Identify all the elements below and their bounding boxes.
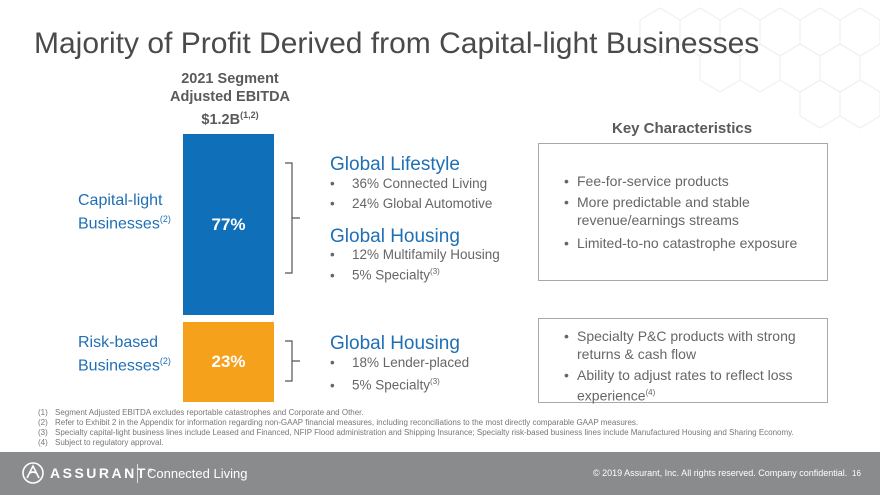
global-housing-capital-light-title: Global Housing bbox=[330, 226, 460, 247]
footnote-2-num: (2) bbox=[38, 418, 48, 427]
risk-based-label-ref: (2) bbox=[159, 356, 171, 366]
bullet-specialty-risk-based-text: 5% Specialty bbox=[352, 377, 431, 393]
bullet-multifamily-housing: • 12% Multifamily Housing bbox=[330, 247, 500, 262]
bullet-lender-placed: • 18% Lender-placed bbox=[330, 355, 470, 370]
risk-based-label-line1: Risk-based bbox=[78, 334, 159, 351]
footnote-3: (3) Specialty capital-light business line… bbox=[38, 428, 794, 438]
footnote-4-text: Subject to regulatory approval. bbox=[55, 438, 164, 447]
brand-registered-mark: ® bbox=[147, 468, 153, 475]
footnote-3-num: (3) bbox=[38, 428, 48, 437]
kc-specialty-pc-text: Specialty P&C products with strong retur… bbox=[577, 328, 796, 362]
capital-light-bracket bbox=[285, 162, 300, 274]
footnote-2: (2) Refer to Exhibit 2 in the Appendix fo… bbox=[38, 418, 794, 428]
risk-based-characteristics-box bbox=[538, 318, 828, 403]
global-housing-risk-based-title: Global Housing bbox=[330, 333, 460, 354]
key-characteristics-title: Key Characteristics bbox=[612, 120, 753, 137]
capital-light-characteristics-box bbox=[538, 143, 828, 281]
bullet-lender-placed-text: 18% Lender-placed bbox=[352, 355, 470, 370]
capital-light-label-ref: (2) bbox=[159, 214, 171, 224]
segment-header-line2: Adjusted EBITDA bbox=[169, 89, 291, 105]
bullet-specialty-capital-light-text: 5% Specialty bbox=[352, 267, 431, 283]
capital-light-percent: 77% bbox=[211, 214, 246, 234]
kc-adjust-rates-wrap: Ability to adjust rates to reflect loss … bbox=[565, 366, 815, 405]
kc-adjust-rates-text: Ability to adjust rates to reflect loss … bbox=[577, 367, 793, 404]
capital-light-label-line2: Businesses bbox=[78, 215, 160, 233]
risk-based-label: Risk-based Businesses(2) bbox=[78, 333, 171, 375]
kc-limited-catastrophe-text: Limited-to-no catastrophe exposure bbox=[577, 235, 798, 251]
bullet-specialty-risk-based: • 5% Specialty(3) bbox=[330, 377, 440, 393]
footer-product-name: Connected Living bbox=[147, 466, 248, 481]
bullet-specialty-capital-light-ref: (3) bbox=[430, 267, 440, 276]
footnote-4-num: (4) bbox=[38, 438, 48, 447]
footnote-4: (4) Subject to regulatory approval. bbox=[38, 438, 794, 448]
risk-based-label-line2: Businesses bbox=[78, 357, 160, 375]
bullet-global-automotive: • 24% Global Automotive bbox=[330, 196, 493, 211]
brand-name: ASSURANT® bbox=[50, 465, 152, 481]
risk-based-bracket bbox=[285, 340, 300, 382]
capital-light-label: Capital-light Businesses(2) bbox=[78, 191, 171, 233]
segment-header-amount: $1.2B bbox=[201, 111, 241, 128]
kc-predictable-streams-text: More predictable and stable revenue/earn… bbox=[577, 194, 750, 228]
page-title: Majority of Profit Derived from Capital-… bbox=[34, 27, 760, 60]
brand-name-text: ASSURANT bbox=[50, 465, 148, 481]
page-number: 16 bbox=[852, 469, 861, 478]
footer-bar: ASSURANT® Connected Living © 2019 Assura… bbox=[0, 452, 880, 495]
footer-copyright: © 2019 Assurant, Inc. All rights reserve… bbox=[593, 468, 848, 478]
hexagon-network-decoration bbox=[639, 7, 880, 129]
bullet-connected-living: • 36% Connected Living bbox=[330, 176, 488, 191]
bullet-multifamily-housing-text: 12% Multifamily Housing bbox=[352, 247, 500, 262]
kc-predictable-streams: • More predictable and stable revenue/ear… bbox=[564, 193, 780, 229]
kc-adjust-rates-ref: (4) bbox=[645, 388, 656, 397]
bullet-global-automotive-text: 24% Global Automotive bbox=[352, 196, 493, 211]
assurant-logo-icon bbox=[22, 462, 44, 484]
capital-light-bar: 77% bbox=[183, 134, 274, 315]
risk-based-bar: 23% bbox=[183, 322, 274, 402]
kc-fee-for-service: • Fee-for-service products bbox=[564, 172, 805, 190]
kc-fee-for-service-text: Fee-for-service products bbox=[577, 173, 729, 189]
footnote-3-text: Specialty capital-light business lines i… bbox=[55, 428, 794, 437]
segment-header-line1: 2021 Segment bbox=[181, 71, 279, 87]
footer-divider bbox=[137, 464, 138, 483]
global-lifestyle-title: Global Lifestyle bbox=[330, 154, 460, 175]
footnote-1: (1) Segment Adjusted EBITDA excludes repo… bbox=[38, 408, 794, 418]
bullet-specialty-risk-based-ref: (3) bbox=[430, 377, 440, 386]
capital-light-label-line2-wrap: Businesses(2) bbox=[78, 210, 171, 233]
segment-header: 2021 Segment Adjusted EBITDA $1.2B(1,2) bbox=[160, 70, 300, 129]
risk-based-percent: 23% bbox=[211, 352, 246, 371]
footnote-1-text: Segment Adjusted EBITDA excludes reporta… bbox=[55, 408, 364, 417]
risk-based-label-line2-wrap: Businesses(2) bbox=[78, 352, 171, 375]
footnotes: (1) Segment Adjusted EBITDA excludes repo… bbox=[38, 408, 794, 448]
footnote-1-num: (1) bbox=[38, 408, 48, 417]
footnote-2-text: Refer to Exhibit 2 in the Appendix for i… bbox=[55, 418, 639, 427]
segment-header-note-ref: (1,2) bbox=[240, 110, 259, 120]
bullet-connected-living-text: 36% Connected Living bbox=[352, 176, 488, 191]
kc-specialty-pc: • Specialty P&C products with strong retu… bbox=[564, 327, 815, 363]
kc-limited-catastrophe: • Limited-to-no catastrophe exposure bbox=[564, 234, 821, 252]
segment-header-amount-line: $1.2B(1,2) bbox=[160, 106, 300, 129]
capital-light-label-line1: Capital-light bbox=[78, 192, 163, 209]
kc-adjust-rates: • Ability to adjust rates to reflect loss… bbox=[564, 366, 815, 405]
bullet-specialty-capital-light: • 5% Specialty(3) bbox=[330, 267, 440, 283]
